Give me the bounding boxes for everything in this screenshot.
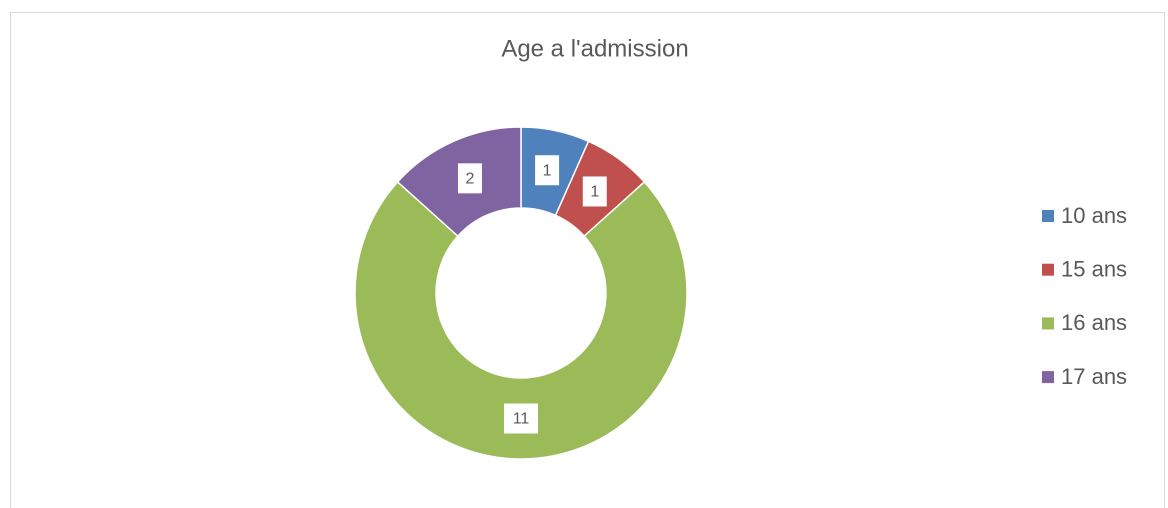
slice (354, 180, 688, 460)
data-label-box (582, 176, 607, 207)
legend-label: 17 ans (1061, 364, 1127, 389)
legend-label: 16 ans (1061, 310, 1127, 335)
data-label-box (504, 403, 538, 434)
legend-swatch (1042, 263, 1054, 276)
legend-swatch (1042, 371, 1054, 384)
legend-swatch (1042, 210, 1054, 222)
chart-title: Age a l'admission (501, 35, 688, 62)
legend-label: 15 ans (1061, 257, 1127, 282)
data-label-box (457, 163, 482, 194)
legend-swatch (1042, 317, 1054, 330)
data-label: 11 (513, 411, 530, 428)
data-label: 1 (543, 162, 552, 179)
data-label-box (535, 155, 560, 186)
legend-label: 10 ans (1061, 203, 1127, 228)
data-label: 2 (466, 171, 475, 188)
data-label: 1 (590, 184, 599, 201)
